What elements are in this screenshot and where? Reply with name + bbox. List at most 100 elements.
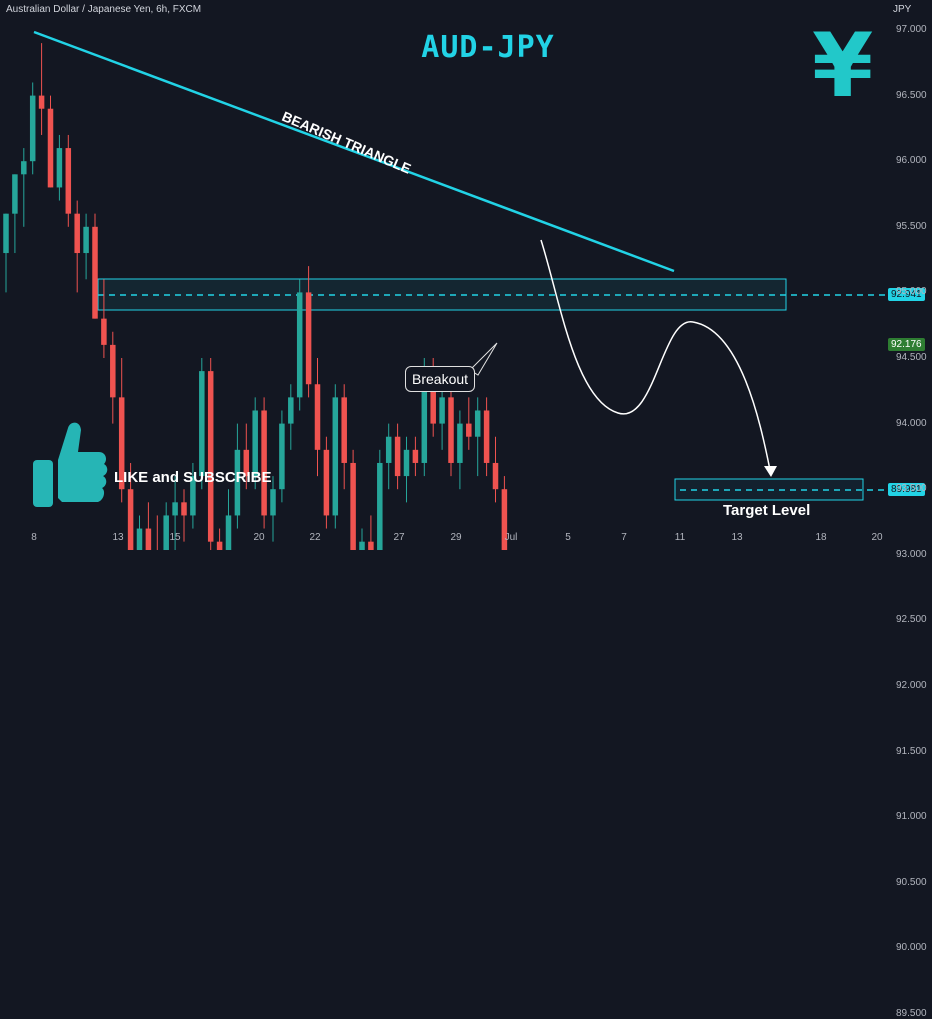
support-price-badge: 92.941 xyxy=(888,288,925,301)
yen-icon: ¥ xyxy=(812,14,874,117)
y-tick-label: 96.500 xyxy=(896,89,927,101)
bullish-candle xyxy=(21,161,27,175)
y-tick-label: 90.000 xyxy=(896,942,927,954)
bearish-candle xyxy=(466,423,472,437)
bullish-candle xyxy=(403,449,410,477)
y-tick-label: 92.000 xyxy=(896,680,927,691)
bearish-candle xyxy=(323,449,330,516)
bullish-candle xyxy=(199,371,205,477)
bullish-candle xyxy=(12,174,18,214)
bullish-candle xyxy=(421,371,428,463)
bullish-candle xyxy=(172,502,178,516)
x-tick-label: 8 xyxy=(31,532,37,543)
bearish-candle xyxy=(350,462,356,555)
bearish-candle xyxy=(368,541,374,555)
bullish-candle xyxy=(474,410,481,437)
y-tick-label: 89.500 xyxy=(896,1008,927,1019)
bearish-candle xyxy=(74,213,80,254)
y-tick-label: 95.000 xyxy=(896,286,927,298)
y-tick-label: 95.500 xyxy=(896,220,927,232)
bullish-candle xyxy=(439,397,445,424)
bullish-candle xyxy=(385,436,392,463)
y-tick-label: 97.000 xyxy=(896,24,927,35)
bearish-candle xyxy=(101,318,107,345)
bearish-trendline xyxy=(33,30,675,273)
chart-canvas xyxy=(3,30,886,752)
target-level-label: Target Level xyxy=(723,502,811,519)
y-tick-label: 91.000 xyxy=(896,811,927,823)
x-tick-label: 18 xyxy=(815,532,827,543)
x-tick-label: 27 xyxy=(393,532,405,543)
y-tick-label: 94.000 xyxy=(896,417,927,429)
current-price-badge: 92.176 xyxy=(888,338,925,351)
bearish-candle xyxy=(207,371,214,542)
bearish-candle xyxy=(118,397,125,490)
symbol-header: Australian Dollar / Japanese Yen, 6h, FX… xyxy=(6,4,202,15)
bullish-candle xyxy=(457,423,463,463)
bearish-candle xyxy=(483,410,490,463)
thumbs-up-icon xyxy=(33,422,108,507)
y-tick-label: 91.500 xyxy=(896,745,927,757)
bullish-candle xyxy=(234,449,241,516)
breakout-label: Breakout xyxy=(405,366,476,392)
bullish-candle xyxy=(3,213,9,254)
bearish-candle xyxy=(448,397,454,463)
bearish-candle xyxy=(314,384,321,450)
x-tick-label: 20 xyxy=(871,532,883,543)
y-tick-label: 93.500 xyxy=(896,483,927,495)
bearish-candle xyxy=(394,436,401,477)
bearish-candle xyxy=(501,489,508,568)
y-tick-label: 90.500 xyxy=(896,876,927,888)
bullish-candle xyxy=(270,489,276,516)
bullish-candle xyxy=(29,95,36,162)
x-tick-label: 20 xyxy=(253,532,265,543)
bearish-candle xyxy=(65,148,72,214)
x-tick-label: 13 xyxy=(112,532,124,543)
projection-path xyxy=(540,239,771,471)
bearish-candle xyxy=(216,541,223,621)
target-price-badge: 89.981 xyxy=(888,483,925,496)
x-tick-label: 7 xyxy=(621,532,627,543)
bearish-candle xyxy=(47,108,54,188)
bullish-candle xyxy=(288,397,294,424)
x-tick-label: Jul xyxy=(504,532,518,543)
bearish-candle xyxy=(492,462,499,490)
bearish-candle xyxy=(181,502,187,516)
x-tick-label: 5 xyxy=(565,532,571,543)
bullish-candle xyxy=(279,423,285,490)
y-tick-label: 92.500 xyxy=(896,614,927,626)
bearish-candle xyxy=(305,292,312,385)
bearish-candle xyxy=(145,528,152,555)
y-tick-label: 93.000 xyxy=(896,548,927,560)
bearish-candle xyxy=(243,449,250,477)
chart-title: AUD-JPY xyxy=(421,30,555,65)
x-tick-label: 29 xyxy=(450,532,462,543)
bearish-candle xyxy=(412,449,419,463)
bullish-candle xyxy=(296,292,303,398)
bullish-candle xyxy=(136,528,143,568)
bearish-candle xyxy=(261,410,267,516)
y-tick-label: 96.000 xyxy=(896,155,927,167)
bullish-candle xyxy=(83,226,89,254)
bullish-candle xyxy=(332,397,339,516)
projection-arrowhead xyxy=(764,466,777,477)
bullish-candle xyxy=(56,148,63,188)
bearish-candle xyxy=(110,344,116,398)
x-tick-label: 15 xyxy=(169,532,181,543)
chart: Australian Dollar / Japanese Yen, 6h, FX… xyxy=(3,4,927,1019)
bullish-candle xyxy=(225,515,232,621)
y-tick-label: 94.500 xyxy=(896,352,927,363)
bearish-candle xyxy=(341,397,347,463)
bullish-candle xyxy=(359,541,365,555)
x-tick-label: 11 xyxy=(674,532,686,543)
bearish-candle xyxy=(127,489,134,568)
x-tick-label: 13 xyxy=(731,532,743,543)
bullish-candle xyxy=(190,476,196,516)
like-subscribe-label: LIKE and SUBSCRIBE xyxy=(114,469,272,486)
bullish-candle xyxy=(163,515,169,595)
currency-label: JPY xyxy=(893,4,912,15)
bullish-candle xyxy=(377,462,383,555)
bearish-candle xyxy=(92,226,98,319)
bearish-candle xyxy=(38,95,45,109)
bearish-candle xyxy=(430,371,436,424)
